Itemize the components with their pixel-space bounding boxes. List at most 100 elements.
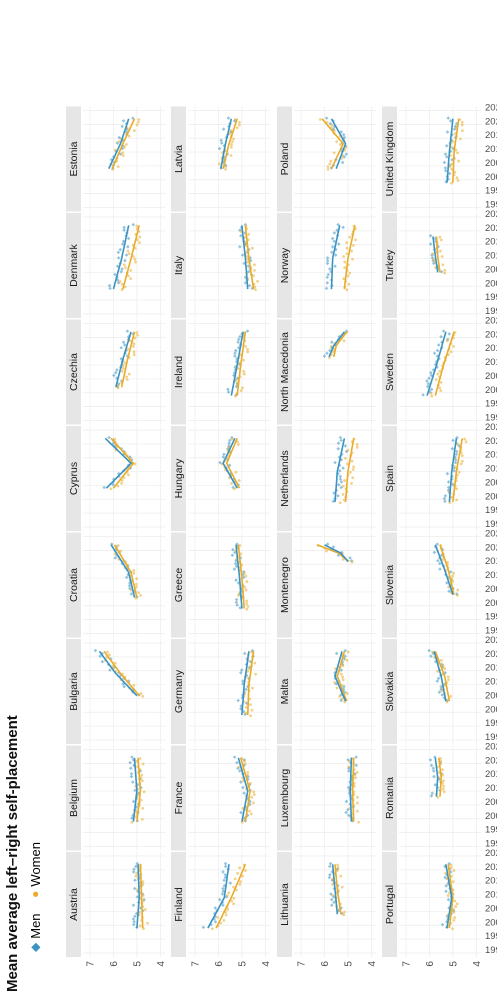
x-tick-label: 2025 [485,422,497,433]
men-point [123,258,127,263]
women-point [345,658,349,662]
y-tick-label: 5 [132,961,143,967]
women-point [141,762,145,766]
men-point [343,444,348,448]
women-point [243,759,246,763]
women-point [248,809,251,813]
men-point [450,132,455,137]
y-tick-label: 7 [86,961,97,967]
men-trend-line [334,438,346,503]
men-point [129,592,134,596]
men-point [443,166,448,170]
women-point [250,795,254,799]
panel-denmark: Denmark [66,213,165,318]
women-point [247,667,251,671]
men-point [220,892,225,896]
x-tick-label: 2015 [485,343,497,354]
panel-cyprus: Cyprus [66,426,165,531]
women-point [233,394,237,398]
men-point [329,340,334,345]
men-point [344,152,349,156]
men-point [438,561,442,566]
women-point [121,367,125,370]
women-point [244,869,247,872]
panel-strip-label: Bulgaria [68,672,80,711]
women-point [253,268,256,272]
women-point [133,257,137,261]
women-point [242,372,246,376]
x-tick-label: 1990 [485,519,497,530]
women-point [241,386,244,390]
women-point [143,907,147,911]
women-point [447,678,450,682]
men-point [241,785,245,790]
men-point [442,496,447,501]
women-trend-line [452,438,464,503]
men-trend-line [104,437,133,489]
women-point [459,137,462,141]
y-tick-label: 5 [448,961,459,967]
women-point [118,280,122,283]
panel-strip [66,213,81,318]
panel-latvia: Latvia [171,106,270,212]
panel-plot-area [188,106,270,212]
women-point [250,708,254,712]
women-point [441,557,445,561]
women-trend-line [225,437,241,489]
panel-strip-label: Poland [279,142,291,175]
men-point [444,883,449,888]
x-tick-label: 2010 [485,677,497,688]
panel-plot-area [399,745,481,851]
men-point [217,146,222,151]
panel-france: France [171,745,270,851]
women-point [232,896,236,900]
x-tick-label: 2015 [485,663,497,674]
men-point [130,755,134,759]
women-point [464,440,468,444]
men-point [129,771,134,776]
women-trend-line [439,544,455,595]
women-trend-line [120,331,136,388]
women-point [244,706,248,709]
women-point [116,383,120,387]
women-point [449,863,453,867]
women-point [354,776,357,780]
women-point [246,605,250,608]
men-point [328,872,332,877]
men-point [119,357,124,361]
men-point [212,917,216,921]
panel-plot-area [83,745,165,851]
men-point [226,387,230,392]
men-point [347,769,351,773]
women-point [138,757,142,760]
men-point [445,471,450,476]
women-point [238,866,242,870]
panel-estonia: Estonia [66,106,165,212]
women-point [436,372,440,376]
women-point [452,344,455,348]
men-point [116,256,121,260]
women-point [441,664,445,668]
men-point [128,760,132,765]
women-point [357,820,361,824]
men-point [324,116,329,120]
y-tick-label: 4 [261,961,272,967]
panel-strip [277,319,292,425]
x-tick-label: 1995 [485,931,497,942]
men-point [245,813,250,818]
men-point [121,682,125,686]
women-point [127,252,131,256]
x-tick-label: 2015 [485,876,497,887]
men-point [445,155,449,159]
men-point [121,119,126,123]
panel-strip [171,319,186,425]
panel-plot-area [188,745,270,851]
panel-strip [66,639,81,744]
panel-strip [382,213,397,318]
women-point [452,907,455,911]
men-trend-line [241,651,250,716]
